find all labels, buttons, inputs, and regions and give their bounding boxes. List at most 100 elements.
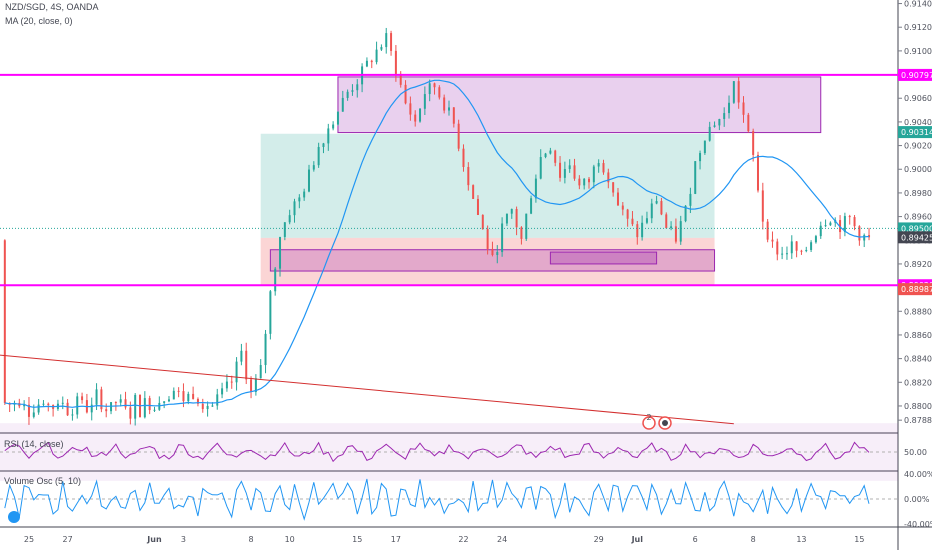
volume-osc-pane: 40.00% 0.00% -40.00% [0, 470, 932, 529]
candle-body [351, 90, 354, 92]
zones-layer [260, 76, 822, 286]
osc-line [4, 478, 870, 521]
candle-body [496, 252, 499, 256]
time-tick-label: 10 [285, 535, 295, 544]
candle-body [510, 209, 513, 214]
candle-body [824, 225, 827, 227]
candle-body [196, 398, 199, 404]
price-tag-bg [898, 68, 932, 81]
candle-body [805, 249, 808, 252]
candle-body [27, 404, 30, 417]
candle-body [491, 248, 494, 256]
candle-body [336, 111, 339, 125]
candle-body [530, 198, 533, 214]
volume-osc-legend[interactable]: Volume Osc (5, 10) [4, 476, 82, 486]
candle-body [66, 402, 69, 416]
price-tag-bg [898, 283, 932, 296]
candle-body [114, 402, 117, 404]
osc-tick-label: -40.00% [904, 520, 932, 529]
candle-body [626, 209, 629, 219]
candle-body [250, 379, 253, 392]
candle-body [254, 378, 257, 392]
candle-body [868, 235, 871, 238]
price-axis: 0.914000.912000.910000.908000.906000.904… [898, 0, 932, 425]
event-badges[interactable]: 2 [8, 413, 672, 523]
candle-body [71, 414, 74, 416]
candle-body [853, 217, 856, 227]
candle-body [153, 409, 156, 411]
ma-layer [4, 79, 870, 408]
price-tag: 0.88987 [898, 283, 932, 296]
candle-body [216, 394, 219, 406]
candle-body [119, 399, 122, 403]
event-badge-icon [642, 416, 656, 430]
candle-body [689, 193, 692, 206]
candle-body [317, 146, 320, 166]
candle-body [332, 124, 335, 129]
time-tick-label: 27 [62, 535, 72, 544]
candle-body [409, 103, 412, 115]
candle-body [785, 253, 788, 255]
candle-body [747, 114, 750, 132]
time-tick-label: Jun [146, 535, 162, 544]
candle-body [718, 119, 721, 126]
candle-body [670, 226, 673, 229]
candle-body [312, 165, 315, 170]
candle-body [172, 390, 175, 400]
rsi-legend[interactable]: RSI (14, close) [4, 439, 64, 449]
candle-body [694, 161, 697, 194]
candle-body [742, 102, 745, 115]
price-tag: 0.90314 [898, 126, 932, 139]
rsi-line [4, 441, 870, 463]
candle-body [752, 131, 755, 155]
candle-body [515, 209, 518, 228]
candle-body [843, 216, 846, 233]
rsi-pane: 50.00 [0, 423, 927, 481]
candle-body [559, 162, 562, 178]
candle-body [621, 205, 624, 210]
candle-body [225, 381, 228, 389]
candle-body [3, 240, 6, 403]
candle-body [481, 214, 484, 230]
candle-body [708, 126, 711, 141]
candle-body [341, 97, 344, 112]
ma-legend[interactable]: MA (20, close, 0) [5, 16, 73, 26]
zone-box [549, 251, 658, 265]
candle-body [327, 128, 330, 144]
candle-body [167, 399, 170, 402]
time-tick-label: 3 [181, 535, 186, 544]
candle-body [737, 81, 740, 103]
candle-body [105, 409, 108, 412]
time-tick-label: 15 [854, 535, 864, 544]
candle-body [423, 94, 426, 109]
candle-body [414, 114, 417, 122]
symbol-title[interactable]: NZD/SGD, 4S, OANDA [5, 2, 99, 12]
time-tick-label: 24 [497, 535, 507, 544]
price-tag-label: 0.89425 [901, 233, 932, 242]
candle-body [100, 389, 103, 410]
candle-body [781, 253, 784, 255]
candle-body [23, 404, 26, 407]
ma-line [4, 79, 870, 408]
candle-body [293, 201, 296, 216]
candle-body [433, 83, 436, 88]
candle-body [457, 123, 460, 149]
candle-body [182, 391, 185, 402]
candle-body [790, 241, 793, 254]
time-tick-label: 8 [751, 535, 756, 544]
candle-body [810, 242, 813, 250]
rsi-tick-label: 50.00 [904, 448, 927, 457]
candle-body [858, 226, 861, 241]
candle-body [776, 241, 779, 255]
candle-body [607, 172, 610, 183]
osc-tick-label: 40.00% [904, 470, 932, 479]
time-tick-label: 8 [249, 535, 254, 544]
candle-body [713, 125, 716, 127]
candle-body [240, 350, 243, 362]
candle-body [728, 102, 731, 114]
